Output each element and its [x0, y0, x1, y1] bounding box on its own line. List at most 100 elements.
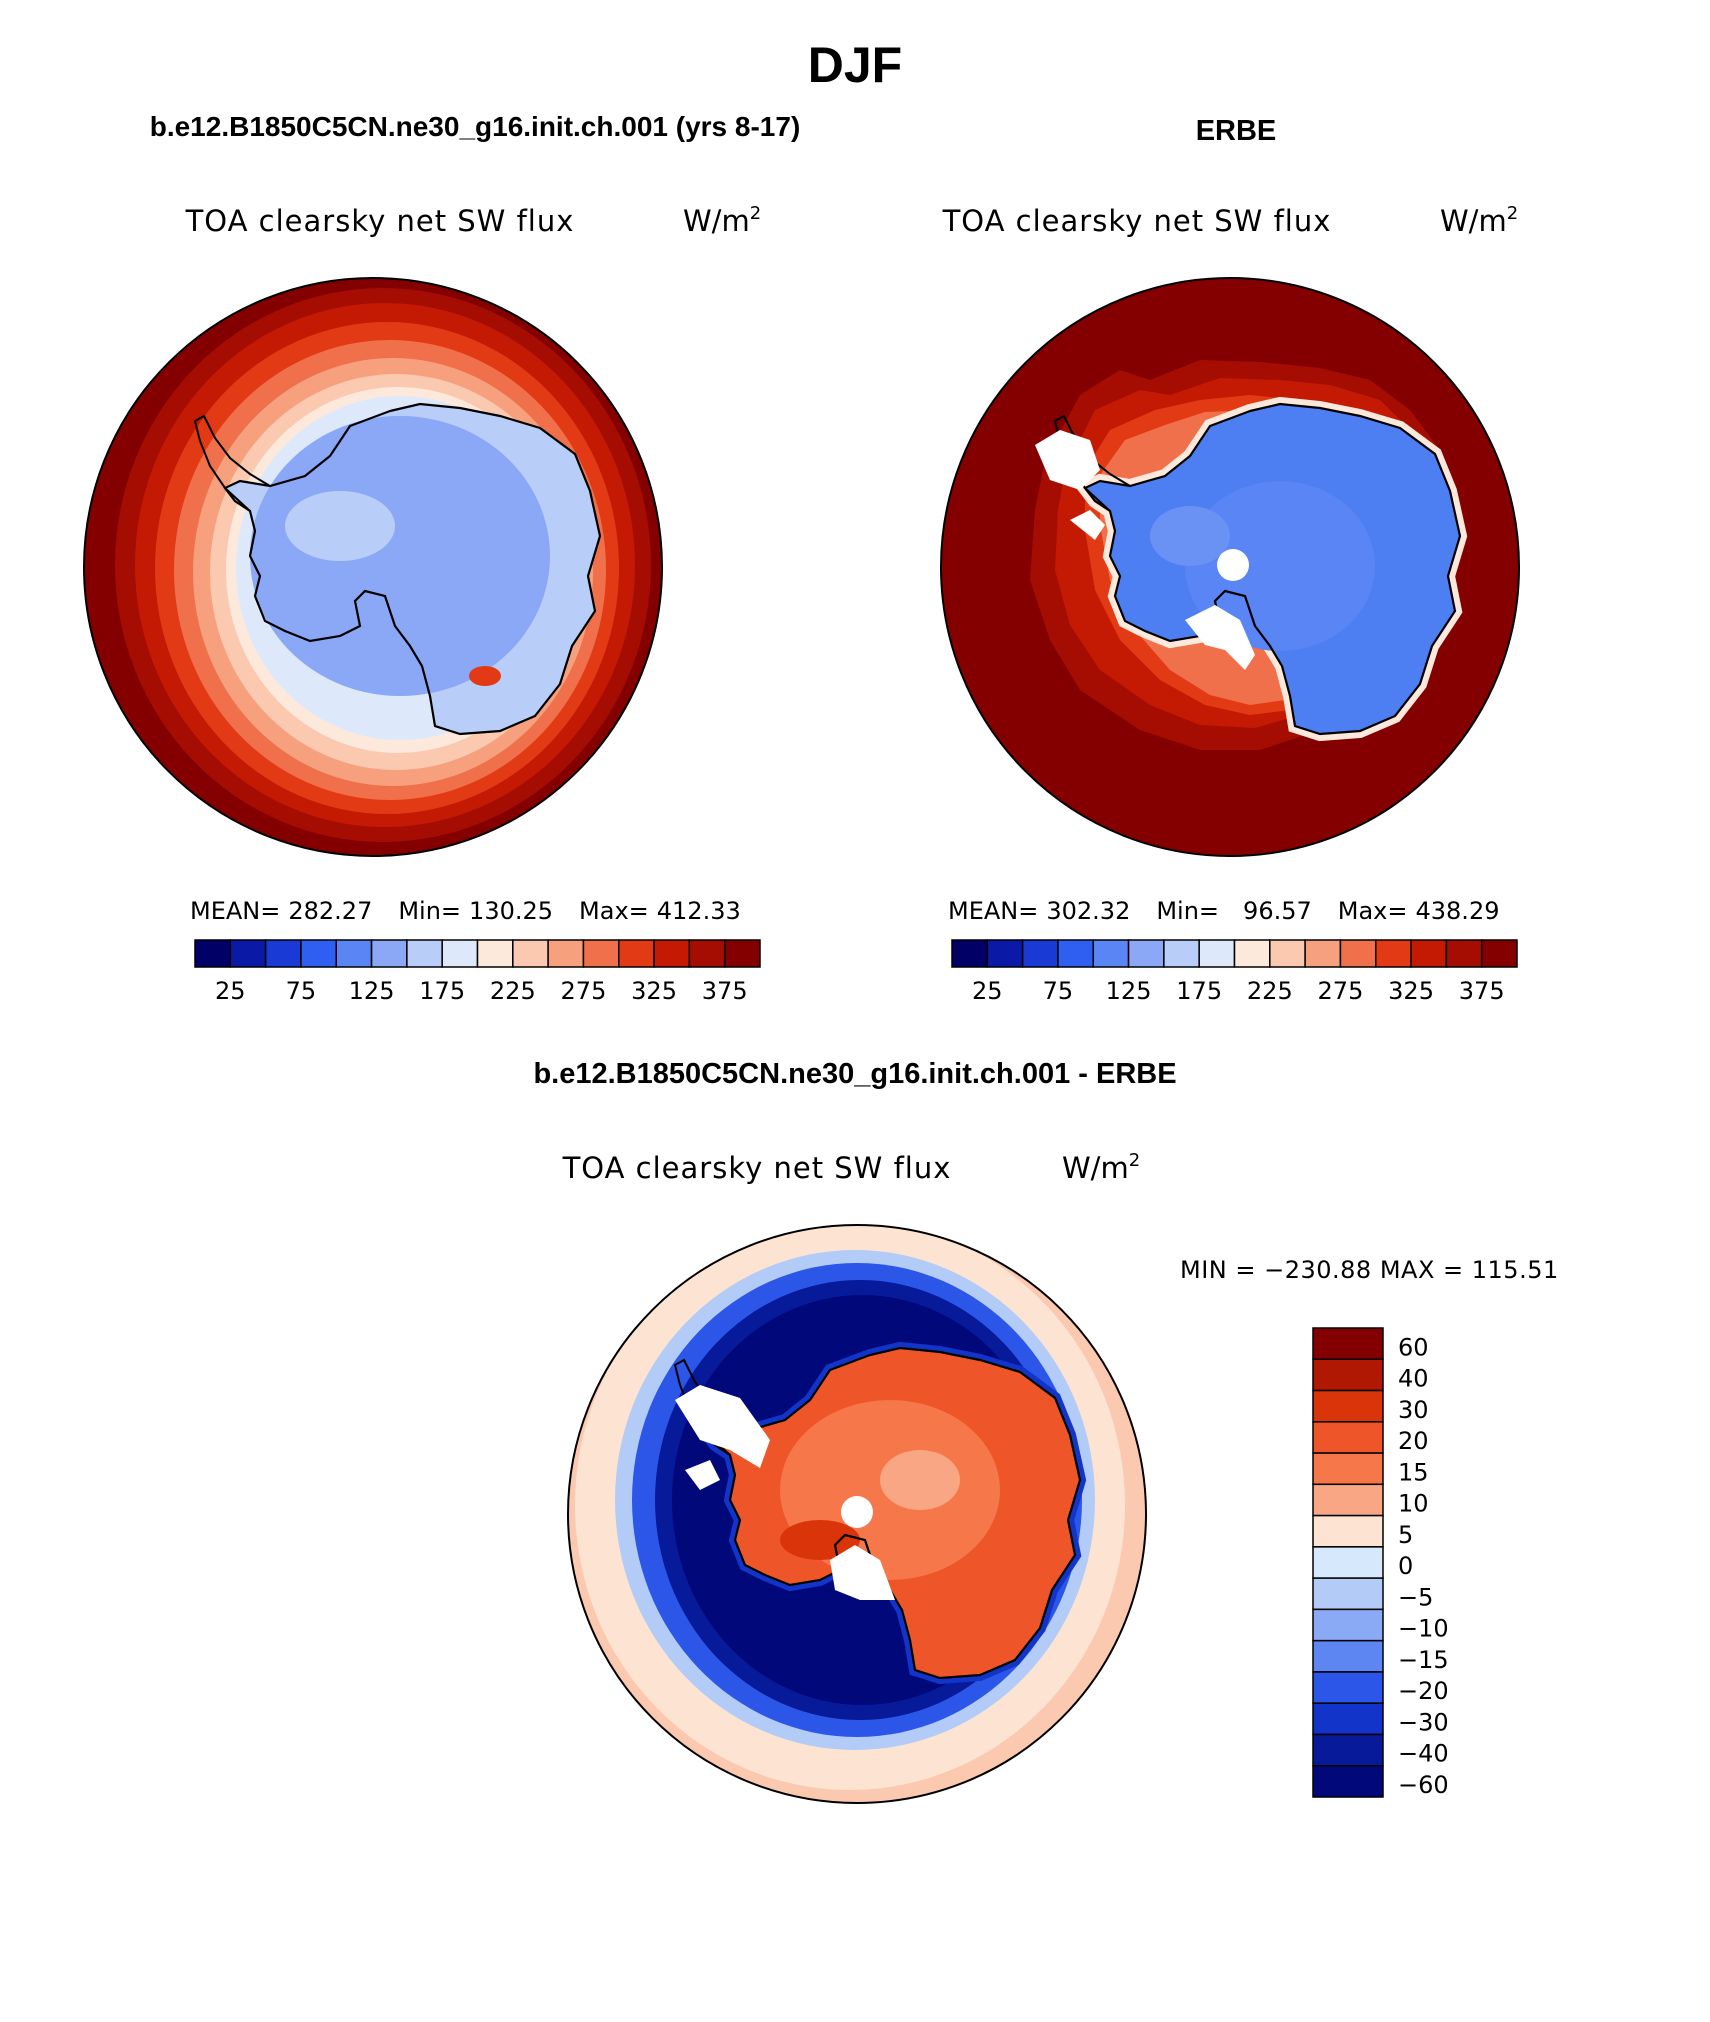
erbe-colorbar-tick-label: 225 — [1247, 977, 1293, 1005]
erbe-polar-map — [941, 278, 1519, 856]
difference-colorbar-swatch — [1312, 1671, 1384, 1704]
model-colorbar-swatch — [618, 939, 655, 968]
model-colorbar-tick-label: 225 — [490, 977, 536, 1005]
difference-colorbar-swatch — [1312, 1389, 1384, 1423]
erbe-colorbar-swatch — [1480, 939, 1518, 968]
model-colorbar-swatch — [723, 939, 761, 968]
difference-colorbar-swatch — [1312, 1702, 1384, 1736]
difference-colorbar-tick-label: −60 — [1398, 1771, 1449, 1799]
erbe-map-border — [940, 277, 1520, 857]
model-colorbar-swatch — [300, 939, 337, 968]
erbe-colorbar-tick-label: 375 — [1459, 977, 1505, 1005]
model-map-border — [83, 277, 663, 857]
erbe-colorbar-swatch — [951, 939, 989, 968]
model-variable-label: TOA clearsky net SW flux — [185, 204, 575, 238]
erbe-colorbar-tick-label: 325 — [1388, 977, 1434, 1005]
model-colorbar-swatch — [406, 939, 443, 968]
model-colorbar-swatch — [335, 939, 373, 968]
difference-colorbar-swatch — [1312, 1327, 1384, 1361]
model-colorbar-swatch — [653, 939, 691, 968]
model-colorbar-swatch — [264, 939, 302, 968]
erbe-panel: ERBE TOA clearsky net SW flux W/m2 — [940, 115, 1520, 1005]
difference-colorbar-ticks: 60 40 30 20 15 10 5 0 −5 −10 −15 −20 −30 −40 −60 — [1398, 1333, 1449, 1799]
erbe-colorbar-swatch — [1198, 939, 1236, 968]
model-units-label: W/m2 — [683, 203, 761, 238]
erbe-colorbar-swatch — [1021, 939, 1059, 968]
model-colorbar-swatch — [370, 939, 408, 968]
erbe-colorbar-swatch — [1127, 939, 1165, 968]
difference-colorbar-swatch — [1312, 1764, 1384, 1798]
model-panel-heading: b.e12.B1850C5CN.ne30_g16.init.ch.001 (yr… — [150, 111, 801, 142]
model-colorbar-tick-label: 375 — [702, 977, 748, 1005]
difference-panel: b.e12.B1850C5CN.ne30_g16.init.ch.001 - E… — [533, 1058, 1559, 1804]
model-colorbar-tick-label: 175 — [419, 977, 465, 1005]
difference-colorbar-swatch — [1312, 1452, 1384, 1486]
erbe-panel-heading: ERBE — [1196, 115, 1277, 147]
difference-map-border — [567, 1224, 1147, 1804]
erbe-colorbar-tick-label: 125 — [1106, 977, 1152, 1005]
difference-colorbar-swatch — [1312, 1421, 1384, 1454]
difference-colorbar-tick-label: 20 — [1398, 1427, 1429, 1455]
model-colorbar-tick-label: 275 — [561, 977, 607, 1005]
erbe-colorbar-swatch — [986, 939, 1024, 968]
difference-colorbar-tick-label: 40 — [1398, 1365, 1429, 1393]
difference-colorbar-tick-label: 10 — [1398, 1490, 1429, 1518]
difference-colorbar-tick-label: −20 — [1398, 1677, 1449, 1705]
erbe-colorbar-ticks: 25 75 125 175 225 275 325 375 — [972, 977, 1505, 1005]
erbe-colorbar-tick-label: 275 — [1318, 977, 1364, 1005]
model-colorbar — [194, 939, 761, 968]
difference-colorbar-swatch — [1312, 1608, 1384, 1642]
erbe-colorbar-swatch — [1375, 939, 1412, 968]
erbe-colorbar-swatch — [1304, 939, 1342, 968]
difference-colorbar-tick-label: −30 — [1398, 1708, 1449, 1736]
difference-colorbar-swatch — [1312, 1639, 1384, 1673]
model-colorbar-swatch — [441, 939, 479, 968]
erbe-colorbar-swatch — [1163, 939, 1200, 968]
erbe-units-label: W/m2 — [1440, 203, 1518, 238]
erbe-variable-label: TOA clearsky net SW flux — [942, 204, 1332, 238]
difference-colorbar-swatch — [1312, 1483, 1384, 1517]
model-colorbar-swatch — [229, 939, 267, 968]
model-panel: b.e12.B1850C5CN.ne30_g16.init.ch.001 (yr… — [83, 111, 801, 1005]
erbe-colorbar-swatch — [1339, 939, 1377, 968]
model-colorbar-swatch — [194, 939, 232, 968]
model-colorbar-swatch — [688, 939, 726, 968]
model-colorbar-swatch — [582, 939, 620, 968]
model-colorbar-tick-label: 325 — [631, 977, 677, 1005]
difference-colorbar-tick-label: 0 — [1398, 1552, 1413, 1580]
difference-colorbar-swatch — [1312, 1514, 1384, 1548]
erbe-colorbar-swatch — [1445, 939, 1483, 968]
difference-colorbar-tick-label: 5 — [1398, 1521, 1413, 1549]
page-title: DJF — [808, 37, 902, 93]
model-polar-map — [84, 278, 662, 856]
erbe-stats: MEAN= 302.32 Min= 96.57 Max= 438.29 — [948, 897, 1499, 925]
model-colorbar-swatch — [512, 939, 549, 968]
difference-colorbar-tick-label: 30 — [1398, 1396, 1429, 1424]
difference-panel-heading: b.e12.B1850C5CN.ne30_g16.init.ch.001 - E… — [533, 1058, 1176, 1090]
difference-min-max: MIN = −230.88 MAX = 115.51 — [1180, 1256, 1559, 1284]
difference-colorbar-tick-label: 60 — [1398, 1333, 1429, 1361]
model-colorbar-tick-label: 125 — [349, 977, 395, 1005]
erbe-colorbar-swatch — [1233, 939, 1271, 968]
difference-colorbar-swatch — [1312, 1733, 1384, 1767]
difference-polar-map — [568, 1225, 1146, 1803]
difference-colorbar-tick-label: −5 — [1398, 1583, 1433, 1611]
erbe-colorbar-swatch — [1410, 939, 1448, 968]
difference-colorbar — [1312, 1327, 1384, 1798]
model-colorbar-tick-label: 75 — [286, 977, 317, 1005]
difference-colorbar-tick-label: 15 — [1398, 1458, 1429, 1486]
model-colorbar-swatch — [547, 939, 585, 968]
difference-colorbar-swatch — [1312, 1577, 1384, 1611]
erbe-colorbar-swatch — [1092, 939, 1130, 968]
difference-variable-label: TOA clearsky net SW flux — [562, 1151, 952, 1185]
erbe-colorbar-swatch — [1269, 939, 1306, 968]
difference-colorbar-tick-label: −10 — [1398, 1615, 1449, 1643]
difference-colorbar-tick-label: −40 — [1398, 1740, 1449, 1768]
difference-colorbar-swatch — [1312, 1358, 1384, 1392]
erbe-colorbar — [951, 939, 1518, 968]
model-colorbar-swatch — [476, 939, 514, 968]
erbe-colorbar-tick-label: 75 — [1043, 977, 1074, 1005]
erbe-colorbar-swatch — [1057, 939, 1094, 968]
model-colorbar-tick-label: 25 — [215, 977, 246, 1005]
model-stats: MEAN= 282.27 Min= 130.25 Max= 412.33 — [190, 897, 741, 925]
